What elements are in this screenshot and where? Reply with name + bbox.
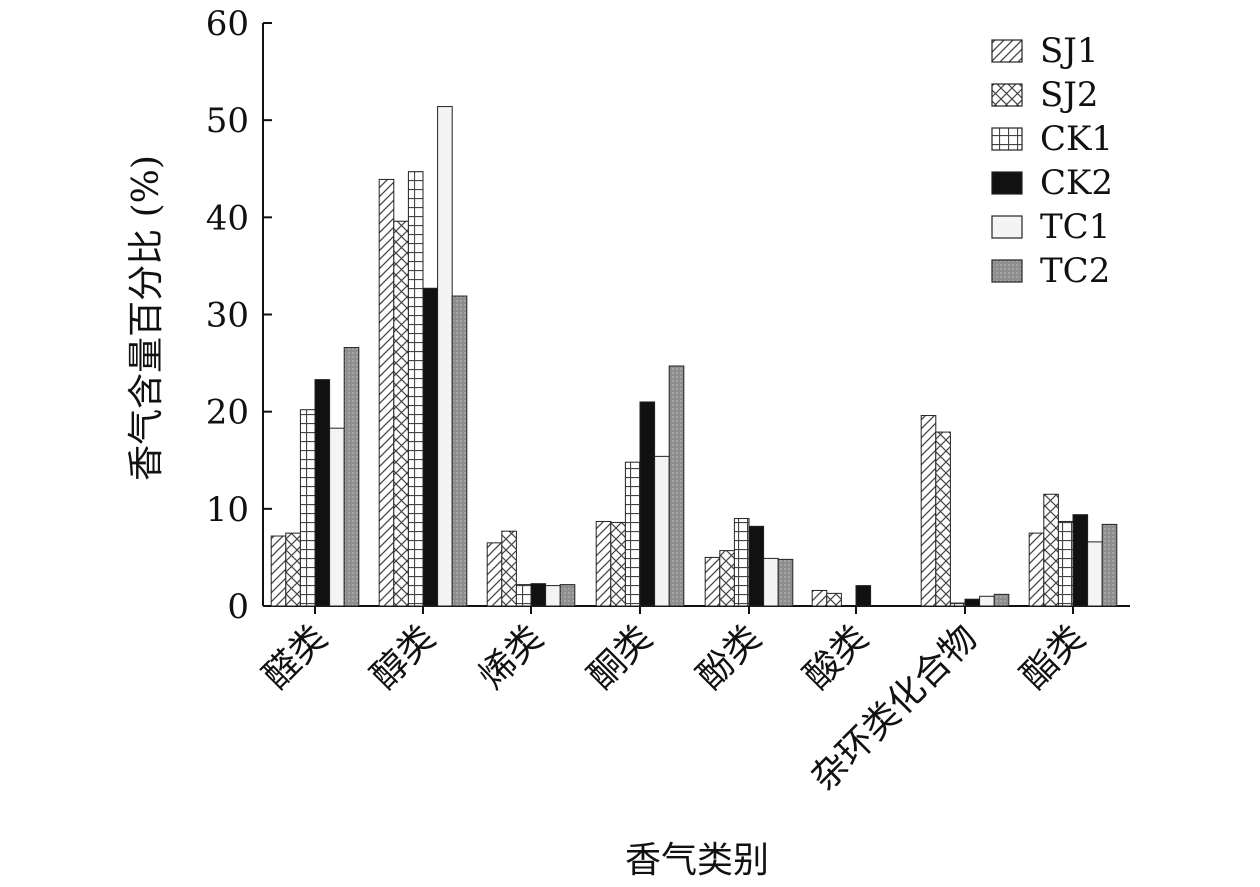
y-tick-label: 10 [206, 490, 249, 530]
bar [378, 178, 395, 607]
legend-swatch [991, 127, 1023, 151]
x-category-label: 酚类 [689, 617, 769, 697]
bar [595, 520, 612, 607]
bar [530, 583, 547, 607]
legend-label: CK1 [1040, 119, 1113, 159]
bar [610, 521, 626, 607]
bar [343, 347, 360, 607]
legend-label: SJ1 [1040, 31, 1099, 71]
y-tick-label: 50 [206, 101, 249, 141]
bar [763, 557, 779, 607]
bar [299, 409, 316, 607]
bar [501, 530, 517, 607]
bar [826, 592, 842, 607]
bar [1028, 532, 1045, 607]
bar [515, 584, 532, 607]
bar [855, 585, 872, 607]
bars [270, 106, 1118, 607]
legend-label: CK2 [1040, 163, 1113, 203]
bar [486, 542, 503, 607]
legend-swatch [991, 83, 1023, 107]
x-axis-label: 香气类别 [625, 840, 769, 881]
bar [545, 585, 561, 607]
legend-swatch [991, 215, 1023, 239]
bar [949, 602, 966, 607]
bar [270, 535, 287, 607]
bar [451, 295, 468, 607]
legend-label: TC1 [1040, 207, 1110, 247]
bar [935, 431, 951, 607]
bar [437, 106, 453, 607]
y-tick-label: 0 [227, 587, 249, 627]
bar [654, 455, 670, 607]
bar [1101, 523, 1118, 607]
x-category-label: 醇类 [363, 617, 443, 697]
legend-swatch [991, 39, 1023, 63]
y-tick-label: 20 [206, 393, 249, 433]
bar [719, 550, 735, 607]
bar [920, 415, 937, 607]
x-category-label: 醛类 [255, 617, 335, 697]
bar [422, 287, 439, 607]
bar [1072, 514, 1089, 607]
y-tick-label: 40 [206, 198, 249, 238]
legend-label: TC2 [1040, 251, 1110, 291]
bar [993, 593, 1010, 607]
bar [733, 518, 750, 607]
x-category-label: 酯类 [1013, 617, 1093, 697]
bar [329, 427, 345, 607]
legend-swatch [991, 259, 1023, 283]
y-axis-label: 香气含量百分比 (%) [126, 155, 167, 481]
bar [964, 598, 981, 607]
y-axis-ticks: 0 10 20 30 40 50 60 [206, 4, 272, 627]
y-tick-label: 30 [206, 296, 249, 336]
bar [393, 220, 409, 607]
bar [559, 584, 576, 607]
bar [407, 171, 424, 607]
legend-label: SJ2 [1040, 75, 1099, 115]
x-category-label: 烯类 [471, 617, 551, 697]
bar [811, 589, 828, 607]
bar [1043, 493, 1059, 607]
bar [1087, 541, 1103, 607]
bar [314, 379, 331, 607]
bar [979, 595, 995, 607]
bar [668, 365, 685, 607]
x-category-label: 酮类 [580, 617, 660, 697]
bar [704, 556, 721, 607]
x-category-label: 酸类 [796, 617, 876, 697]
bar [1057, 520, 1074, 607]
bar [624, 461, 641, 607]
legend-swatch [991, 171, 1023, 195]
bar [748, 525, 765, 607]
bar [639, 401, 656, 607]
y-tick-label: 60 [206, 4, 249, 44]
bar [285, 532, 301, 607]
bar [777, 558, 794, 607]
